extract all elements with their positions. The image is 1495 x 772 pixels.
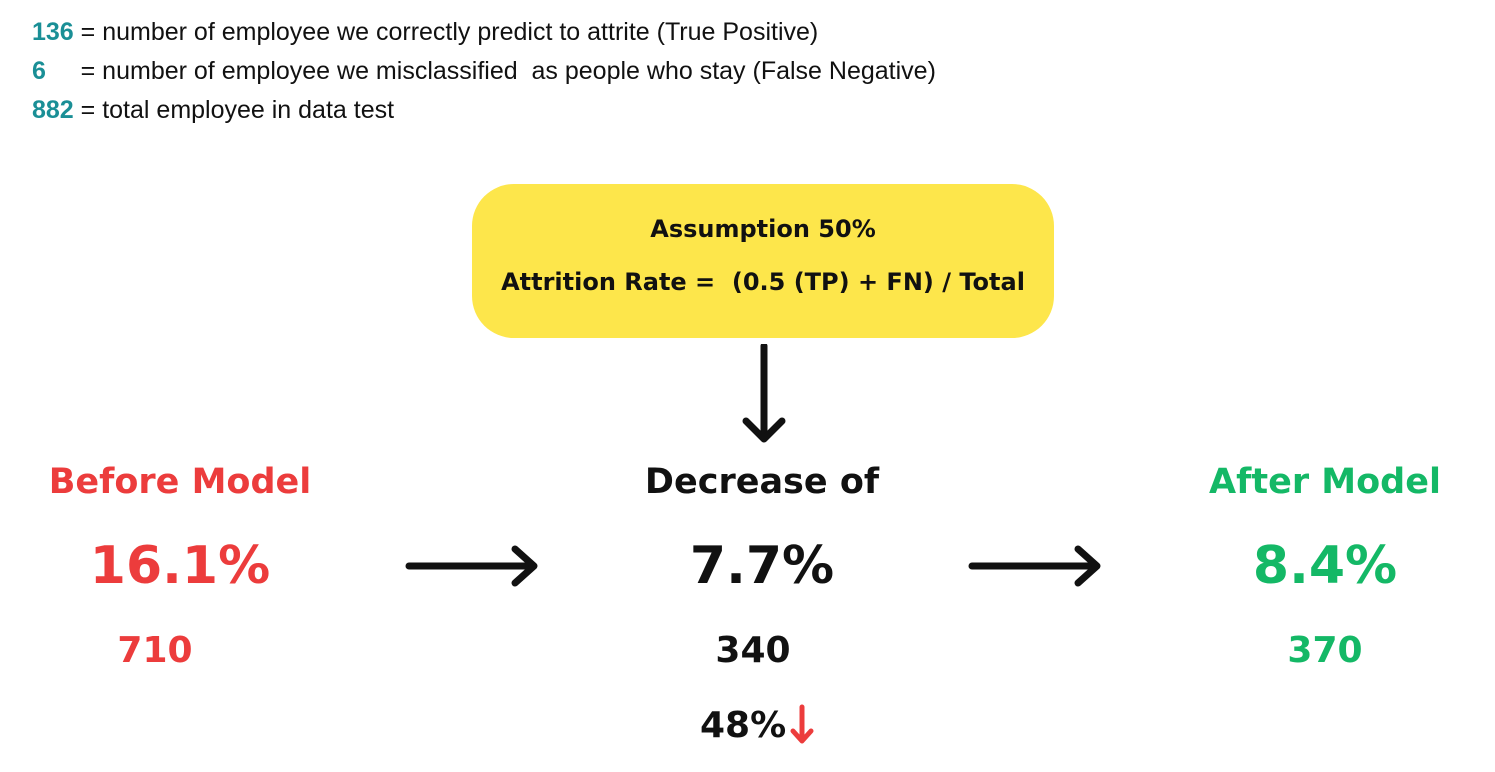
- after-model-rate: 8.4%: [1252, 536, 1398, 596]
- down-arrow-icon: [742, 344, 786, 443]
- legend-description: = total employee in data test: [73, 96, 395, 124]
- right-arrow-icon: [405, 545, 538, 587]
- after-model-heading: After Model: [1209, 462, 1441, 502]
- legend-line-false-negative: 6 = number of employee we misclassified …: [32, 57, 936, 86]
- down-arrow-icon: [790, 704, 814, 744]
- legend-value: 882: [32, 96, 74, 124]
- reduction-value: 48%: [700, 704, 787, 746]
- legend-description: = number of employee we correctly predic…: [73, 18, 819, 46]
- legend-description: = number of employee we misclassified as…: [45, 57, 936, 85]
- assumption-title: Assumption 50%: [650, 215, 876, 243]
- reduction-percentage: 48%: [700, 700, 814, 750]
- legend-line-true-positive: 136 = number of employee we correctly pr…: [32, 18, 818, 47]
- legend-line-total: 882 = total employee in data test: [32, 96, 394, 125]
- before-model-count: 710: [117, 630, 193, 671]
- after-model-count: 370: [1287, 630, 1363, 671]
- before-model-rate: 16.1%: [89, 536, 271, 596]
- legend-value: 136: [32, 18, 74, 46]
- assumption-box: Assumption 50% Attrition Rate = (0.5 (TP…: [472, 184, 1054, 338]
- decrease-heading: Decrease of: [644, 462, 880, 502]
- legend-value: 6: [32, 57, 46, 85]
- before-model-heading: Before Model: [48, 462, 312, 502]
- decrease-count: 340: [715, 630, 791, 671]
- attrition-rate-formula: Attrition Rate = (0.5 (TP) + FN) / Total: [501, 268, 1025, 296]
- right-arrow-icon: [968, 545, 1101, 587]
- decrease-rate: 7.7%: [689, 536, 835, 596]
